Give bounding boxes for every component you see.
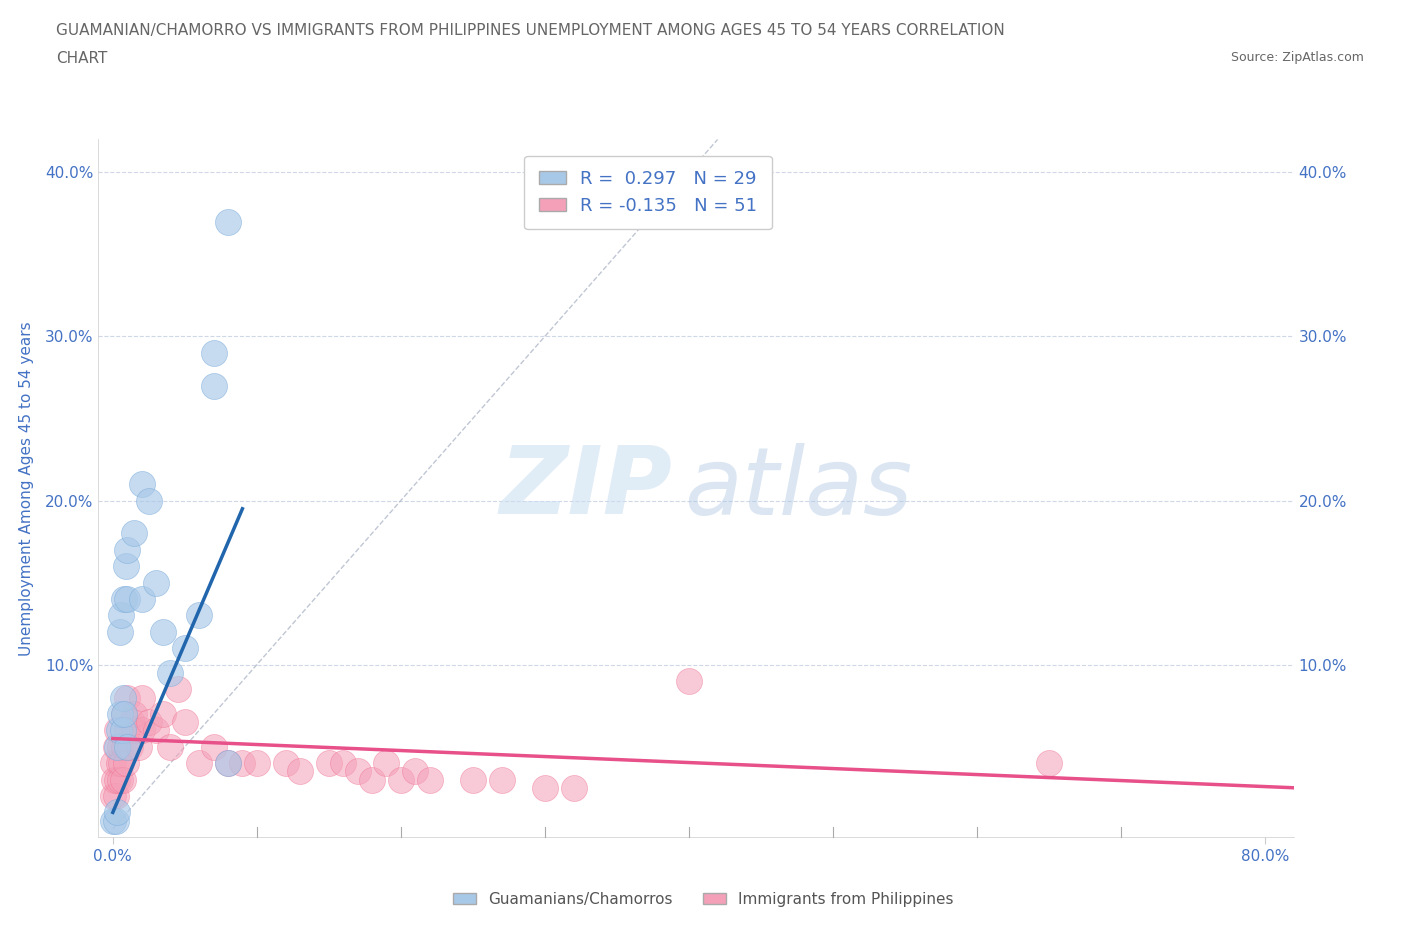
Point [131, 591, 153, 606]
Point [173, 641, 195, 656]
Point [678, 673, 700, 688]
Point [145, 575, 167, 590]
Point [1038, 756, 1060, 771]
Point [108, 624, 131, 639]
Point [131, 690, 153, 705]
Legend: R =  0.297   N = 29, R = -0.135   N = 51: R = 0.297 N = 29, R = -0.135 N = 51 [524, 155, 772, 230]
Point [115, 690, 138, 705]
Point [124, 723, 146, 737]
Point [231, 756, 253, 771]
Point [124, 526, 146, 541]
Point [101, 813, 124, 828]
Point [112, 591, 135, 606]
Point [104, 739, 127, 754]
Point [107, 723, 129, 737]
Point [404, 764, 426, 778]
Point [166, 682, 188, 697]
Point [274, 756, 297, 771]
Y-axis label: Unemployment Among Ages 45 to 54 years: Unemployment Among Ages 45 to 54 years [18, 321, 34, 656]
Point [101, 756, 124, 771]
Point [110, 608, 132, 623]
Point [202, 345, 225, 360]
Point [138, 714, 160, 729]
Point [202, 379, 225, 393]
Point [131, 723, 153, 737]
Point [217, 756, 239, 771]
Point [246, 756, 269, 771]
Legend: Guamanians/Chamorros, Immigrants from Philippines: Guamanians/Chamorros, Immigrants from Ph… [447, 886, 959, 913]
Point [114, 559, 136, 574]
Text: CHART: CHART [56, 51, 108, 66]
Text: ZIP: ZIP [499, 443, 672, 534]
Point [419, 772, 441, 787]
Point [112, 707, 135, 722]
Text: atlas: atlas [685, 443, 912, 534]
Point [375, 756, 398, 771]
Point [120, 739, 142, 754]
Point [112, 707, 135, 722]
Point [318, 756, 340, 771]
Point [389, 772, 412, 787]
Point [115, 542, 138, 557]
Point [562, 780, 585, 795]
Point [115, 591, 138, 606]
Point [188, 756, 211, 771]
Point [152, 707, 174, 722]
Point [145, 723, 167, 737]
Point [217, 214, 239, 229]
Point [103, 772, 125, 787]
Point [138, 493, 160, 508]
Point [159, 739, 181, 754]
Text: Source: ZipAtlas.com: Source: ZipAtlas.com [1230, 51, 1364, 64]
Point [105, 805, 128, 820]
Point [115, 723, 138, 737]
Point [173, 714, 195, 729]
Point [107, 756, 129, 771]
Point [332, 756, 354, 771]
Point [131, 477, 153, 492]
Point [110, 756, 132, 771]
Point [105, 723, 128, 737]
Point [202, 739, 225, 754]
Point [533, 780, 555, 795]
Point [128, 739, 150, 754]
Point [152, 624, 174, 639]
Point [346, 764, 368, 778]
Point [111, 723, 134, 737]
Point [115, 739, 138, 754]
Point [108, 739, 131, 754]
Point [108, 772, 131, 787]
Point [491, 772, 513, 787]
Point [159, 666, 181, 681]
Point [121, 714, 143, 729]
Point [111, 772, 134, 787]
Point [124, 707, 146, 722]
Point [105, 772, 128, 787]
Point [361, 772, 384, 787]
Point [461, 772, 484, 787]
Point [114, 756, 136, 771]
Point [112, 739, 135, 754]
Point [101, 789, 124, 804]
Point [217, 756, 239, 771]
Text: GUAMANIAN/CHAMORRO VS IMMIGRANTS FROM PHILIPPINES UNEMPLOYMENT AMONG AGES 45 TO : GUAMANIAN/CHAMORRO VS IMMIGRANTS FROM PH… [56, 23, 1005, 38]
Point [288, 764, 311, 778]
Point [111, 690, 134, 705]
Point [108, 707, 131, 722]
Point [105, 739, 128, 754]
Point [104, 813, 127, 828]
Point [104, 789, 127, 804]
Point [188, 608, 211, 623]
